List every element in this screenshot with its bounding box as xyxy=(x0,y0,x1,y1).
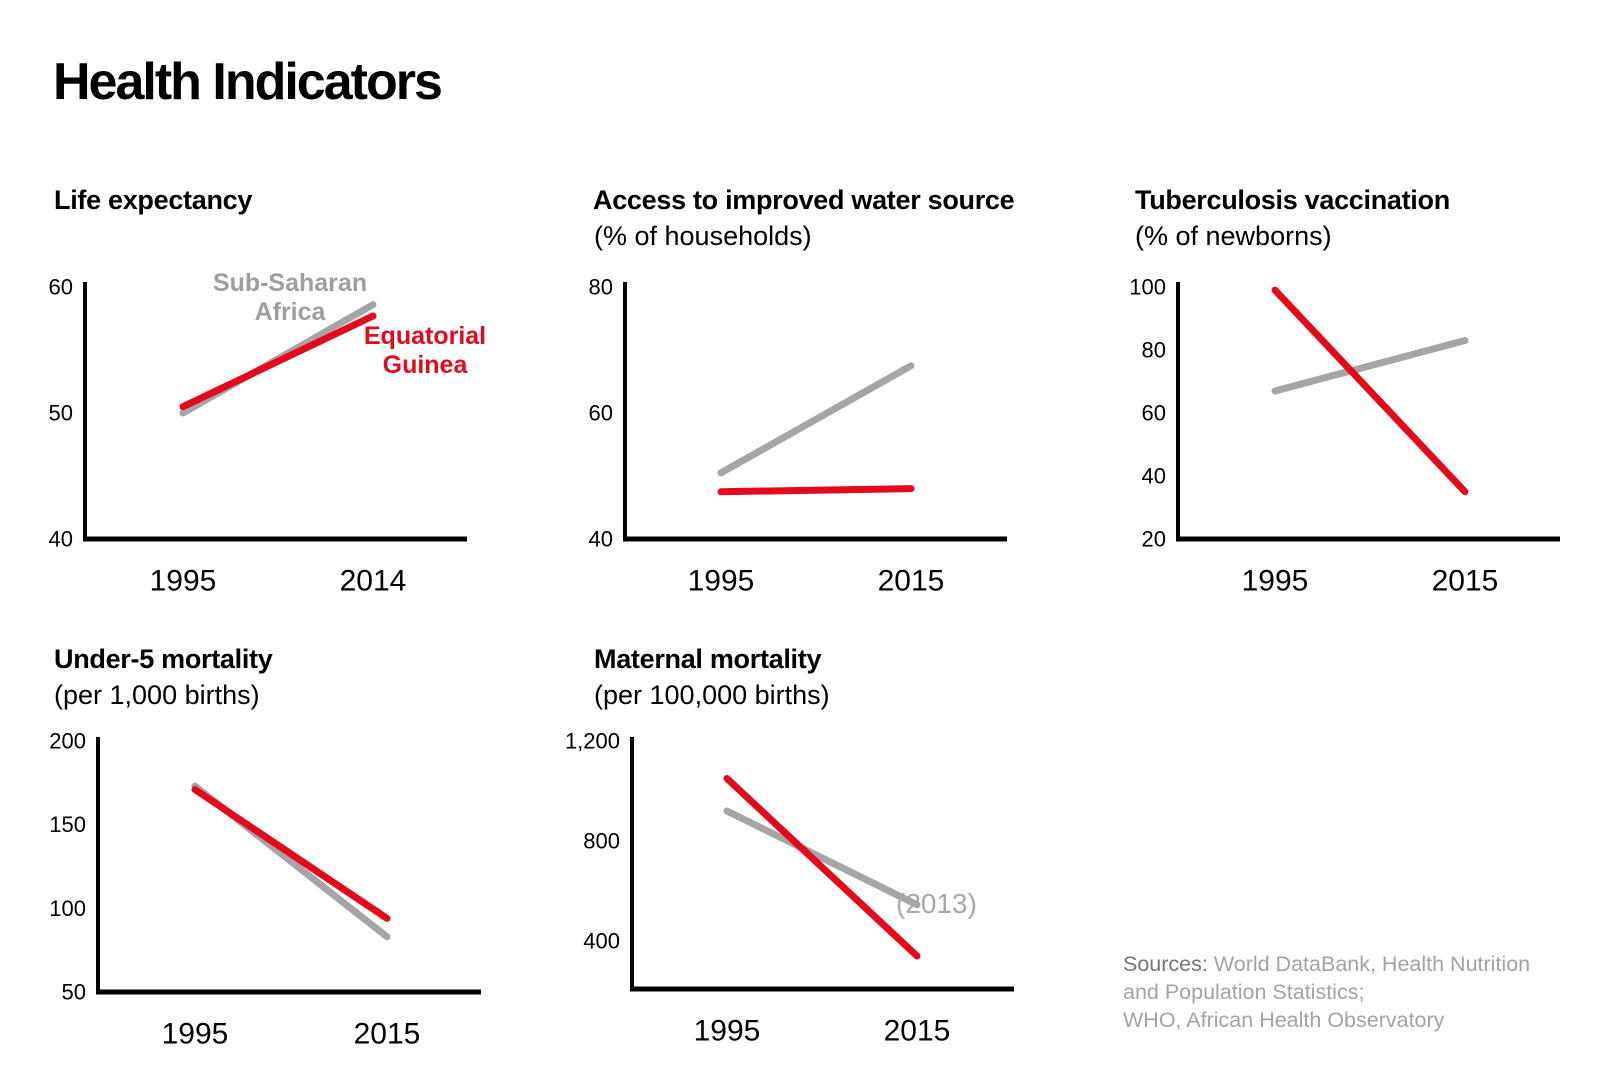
chart-plot-tb-vaccination: 20 40 60 80 100 1995 2015 xyxy=(1129,274,1560,598)
chart-title-under5-mortality: Under-5 mortality xyxy=(54,644,273,674)
legend-gray-line1: Sub-Saharan xyxy=(212,269,368,297)
legend-red-line1: Equatorial xyxy=(363,322,487,350)
chart-title-water-access: Access to improved water source xyxy=(593,185,1015,215)
y-tick-label: 80 xyxy=(589,274,613,299)
series-line-equatorial-guinea xyxy=(191,786,391,922)
y-tick-label: 20 xyxy=(1142,526,1166,551)
x-tick-label: 2015 xyxy=(878,565,945,598)
x-tick-label: 2015 xyxy=(884,1015,951,1048)
y-tick-label: 800 xyxy=(583,828,620,853)
sources-line3: WHO, African Health Observatory xyxy=(1123,1008,1445,1032)
y-tick-label: 40 xyxy=(1142,463,1166,488)
y-tick-label: 60 xyxy=(1142,400,1166,425)
chart-title-tb-vaccination: Tuberculosis vaccination xyxy=(1135,185,1450,215)
series-line-equatorial-guinea xyxy=(179,312,377,411)
chart-title-life-expectancy: Life expectancy xyxy=(54,185,253,215)
page-title: Health Indicators xyxy=(53,53,443,111)
legend-label-equatorial-guinea: Equatorial Guinea xyxy=(325,322,525,380)
x-tick-label: 2015 xyxy=(354,1018,421,1051)
y-tick-label: 50 xyxy=(62,979,86,1004)
chart-plot-maternal-mortality: 400 800 1,200 1995 2015 xyxy=(565,728,1014,1048)
y-tick-label: 1,200 xyxy=(565,728,620,753)
series-line-equatorial-guinea xyxy=(717,485,915,496)
y-tick-label: 60 xyxy=(49,274,73,299)
y-tick-label: 400 xyxy=(583,928,620,953)
chart-subtitle-tb-vaccination: (% of newborns) xyxy=(1135,221,1332,251)
y-tick-label: 60 xyxy=(589,400,613,425)
y-tick-label: 50 xyxy=(49,400,73,425)
y-tick-label: 200 xyxy=(49,728,86,753)
series-line-equatorial-guinea xyxy=(723,775,921,960)
chart-plot-under5-mortality: 50 100 150 200 1995 2015 xyxy=(49,728,481,1051)
series-line-sub-saharan-africa xyxy=(723,807,921,909)
y-tick-label: 150 xyxy=(49,812,86,837)
chart-title-maternal-mortality: Maternal mortality xyxy=(594,644,822,674)
chart-subtitle-under5-mortality: (per 1,000 births) xyxy=(54,680,260,710)
x-tick-label: 2015 xyxy=(1432,565,1499,598)
legend-gray-line2: Africa xyxy=(254,298,326,326)
x-tick-label: 2014 xyxy=(340,565,407,598)
chart-plot-life-expectancy: 40 50 60 1995 2014 xyxy=(49,274,467,598)
sources-line1: World DataBank, Health Nutrition xyxy=(1207,952,1531,976)
sources-note: Sources: World DataBank, Health Nutritio… xyxy=(1123,950,1563,1034)
x-tick-label: 1995 xyxy=(694,1015,761,1048)
y-tick-label: 40 xyxy=(49,526,73,551)
x-tick-label: 1995 xyxy=(688,565,755,598)
series-line-sub-saharan-africa xyxy=(717,362,915,477)
series-line-sub-saharan-africa xyxy=(1271,337,1469,395)
x-tick-label: 1995 xyxy=(162,1018,229,1051)
chart-subtitle-maternal-mortality: (per 100,000 births) xyxy=(594,680,830,710)
series-line-equatorial-guinea xyxy=(1271,286,1469,496)
x-tick-label: 1995 xyxy=(150,565,217,598)
y-tick-label: 100 xyxy=(1129,274,1166,299)
y-tick-label: 80 xyxy=(1142,337,1166,362)
chart-plot-water-access: 40 60 80 1995 2015 xyxy=(589,274,1007,598)
x-tick-label: 1995 xyxy=(1242,565,1309,598)
annotation-2013: (2013) xyxy=(896,888,977,919)
legend-red-line2: Guinea xyxy=(382,351,468,379)
sources-line2: and Population Statistics; xyxy=(1123,980,1365,1004)
y-tick-label: 100 xyxy=(49,896,86,921)
y-tick-label: 40 xyxy=(589,526,613,551)
sources-label: Sources: xyxy=(1123,952,1208,976)
legend-label-sub-saharan-africa: Sub-Saharan Africa xyxy=(190,269,390,327)
chart-subtitle-water-access: (% of households) xyxy=(594,221,812,251)
